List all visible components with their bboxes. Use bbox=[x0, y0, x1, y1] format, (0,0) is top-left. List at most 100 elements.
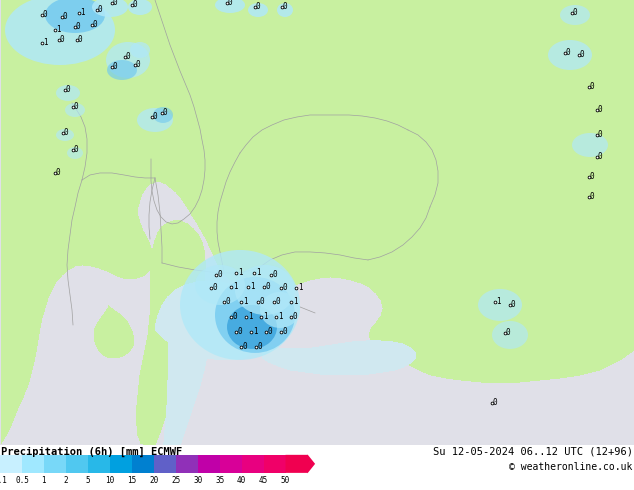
FancyArrow shape bbox=[285, 454, 315, 473]
Text: 0: 0 bbox=[506, 328, 510, 338]
Text: 0: 0 bbox=[579, 50, 585, 59]
Ellipse shape bbox=[106, 42, 150, 78]
Text: 0: 0 bbox=[93, 21, 97, 29]
Text: 0: 0 bbox=[268, 327, 273, 337]
Text: 0: 0 bbox=[283, 283, 287, 293]
Text: 0: 0 bbox=[276, 297, 280, 306]
Bar bbox=[88, 455, 110, 473]
Ellipse shape bbox=[572, 133, 608, 157]
Ellipse shape bbox=[5, 0, 115, 65]
Text: 0.1: 0.1 bbox=[0, 476, 7, 486]
Ellipse shape bbox=[180, 250, 300, 360]
Text: 1: 1 bbox=[262, 313, 268, 321]
Text: 0: 0 bbox=[63, 128, 68, 138]
Text: 0: 0 bbox=[212, 283, 217, 293]
Text: 0: 0 bbox=[566, 49, 571, 57]
Text: 0: 0 bbox=[78, 35, 82, 45]
Text: 1: 1 bbox=[238, 269, 242, 277]
Text: 0: 0 bbox=[66, 85, 70, 95]
Bar bbox=[132, 455, 153, 473]
Text: 1: 1 bbox=[250, 282, 254, 292]
Text: 0: 0 bbox=[63, 13, 67, 22]
Text: 0: 0 bbox=[273, 270, 277, 279]
Text: 0: 0 bbox=[598, 130, 602, 140]
Bar bbox=[110, 455, 132, 473]
Ellipse shape bbox=[548, 40, 592, 70]
Text: 0: 0 bbox=[74, 146, 79, 154]
Text: 0: 0 bbox=[590, 82, 594, 92]
Text: 0: 0 bbox=[133, 0, 138, 9]
Text: 0: 0 bbox=[136, 60, 140, 70]
Text: 0: 0 bbox=[226, 297, 230, 306]
Bar bbox=[176, 455, 198, 473]
Text: 0: 0 bbox=[75, 23, 81, 31]
Text: 0: 0 bbox=[153, 113, 157, 122]
Ellipse shape bbox=[560, 5, 590, 25]
Text: 0: 0 bbox=[590, 193, 594, 201]
Text: 1: 1 bbox=[293, 297, 297, 306]
Text: 20: 20 bbox=[149, 476, 158, 486]
Ellipse shape bbox=[260, 292, 300, 328]
Text: 1: 1 bbox=[243, 297, 247, 306]
Text: 0: 0 bbox=[113, 0, 117, 7]
Text: 0: 0 bbox=[573, 8, 578, 18]
Ellipse shape bbox=[45, 0, 105, 33]
Bar bbox=[242, 455, 264, 473]
Text: 0: 0 bbox=[238, 327, 242, 337]
Text: 1: 1 bbox=[253, 327, 257, 337]
Bar bbox=[0, 455, 22, 473]
Text: 1: 1 bbox=[248, 313, 252, 321]
Text: 1: 1 bbox=[56, 25, 60, 34]
Text: 1: 1 bbox=[278, 313, 282, 321]
Ellipse shape bbox=[92, 0, 128, 17]
Text: 0: 0 bbox=[283, 327, 287, 337]
Ellipse shape bbox=[65, 103, 85, 117]
Ellipse shape bbox=[128, 0, 152, 15]
Text: 0: 0 bbox=[98, 5, 102, 15]
Ellipse shape bbox=[235, 265, 295, 315]
Ellipse shape bbox=[195, 265, 245, 305]
Text: 0: 0 bbox=[590, 172, 594, 181]
Text: 2: 2 bbox=[63, 476, 68, 486]
Text: 0: 0 bbox=[257, 343, 262, 351]
Text: 0: 0 bbox=[260, 297, 264, 306]
Text: 0: 0 bbox=[217, 270, 223, 279]
Text: 1: 1 bbox=[496, 297, 500, 306]
Text: 50: 50 bbox=[281, 476, 290, 486]
Text: Su 12-05-2024 06..12 UTC (12+96): Su 12-05-2024 06..12 UTC (12+96) bbox=[433, 446, 633, 456]
Ellipse shape bbox=[492, 321, 528, 349]
Text: 0: 0 bbox=[233, 313, 237, 321]
Ellipse shape bbox=[227, 305, 277, 349]
Text: © weatheronline.co.uk: © weatheronline.co.uk bbox=[509, 463, 633, 472]
Bar bbox=[198, 455, 219, 473]
Bar bbox=[264, 455, 285, 473]
Ellipse shape bbox=[56, 85, 80, 101]
Text: 0: 0 bbox=[113, 63, 117, 72]
Text: 0: 0 bbox=[293, 313, 297, 321]
Ellipse shape bbox=[215, 277, 295, 353]
Bar bbox=[44, 455, 66, 473]
Ellipse shape bbox=[215, 0, 245, 13]
Text: 1: 1 bbox=[256, 269, 261, 277]
Text: 45: 45 bbox=[259, 476, 268, 486]
Text: 0: 0 bbox=[493, 398, 497, 407]
Bar bbox=[22, 455, 44, 473]
Text: 0: 0 bbox=[511, 300, 515, 310]
Text: 1: 1 bbox=[298, 283, 302, 293]
Ellipse shape bbox=[67, 147, 83, 159]
Text: 1: 1 bbox=[233, 282, 237, 292]
Text: 1: 1 bbox=[42, 476, 46, 486]
Text: 0: 0 bbox=[266, 282, 270, 292]
Bar bbox=[219, 455, 242, 473]
Ellipse shape bbox=[153, 107, 173, 123]
Ellipse shape bbox=[107, 60, 137, 80]
Ellipse shape bbox=[130, 42, 150, 58]
Bar bbox=[66, 455, 88, 473]
Text: 25: 25 bbox=[171, 476, 180, 486]
Text: 0: 0 bbox=[74, 102, 79, 112]
Ellipse shape bbox=[277, 3, 293, 17]
Text: 0: 0 bbox=[163, 108, 167, 118]
Text: 1: 1 bbox=[42, 39, 48, 48]
Text: 0: 0 bbox=[228, 0, 232, 7]
Text: 0: 0 bbox=[126, 52, 131, 61]
